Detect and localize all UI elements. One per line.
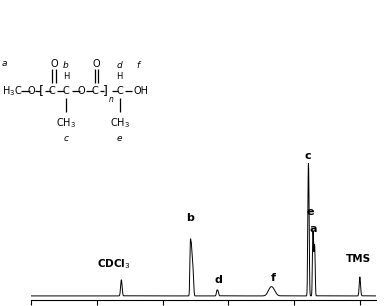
Text: ]: ] [103, 84, 108, 97]
Text: [: [ [39, 84, 44, 97]
Text: e: e [307, 207, 314, 217]
Text: H: H [116, 73, 123, 81]
Text: TMS: TMS [346, 254, 371, 264]
Text: H: H [63, 73, 69, 81]
Text: a: a [2, 59, 7, 68]
Text: C: C [62, 86, 69, 96]
Text: O: O [93, 59, 100, 69]
Text: b: b [63, 61, 69, 70]
Text: CH$_3$: CH$_3$ [56, 117, 76, 130]
Text: n: n [109, 95, 114, 104]
Text: C: C [116, 86, 123, 96]
Text: C: C [49, 86, 56, 96]
Text: H$_3$C: H$_3$C [2, 84, 22, 98]
Text: c: c [64, 134, 68, 143]
Text: d: d [215, 275, 223, 285]
Text: O: O [78, 86, 85, 96]
Text: O: O [50, 59, 58, 69]
Text: f: f [270, 273, 275, 283]
Text: d: d [117, 61, 123, 70]
Text: C: C [92, 86, 98, 96]
Text: a: a [310, 224, 317, 234]
Text: f: f [136, 61, 140, 70]
Text: O: O [27, 86, 35, 96]
Text: e: e [117, 134, 123, 143]
Text: OH: OH [134, 86, 149, 96]
Text: c: c [305, 151, 311, 161]
Text: CDCl$_3$: CDCl$_3$ [97, 257, 130, 271]
Text: b: b [186, 213, 194, 223]
Text: CH$_3$: CH$_3$ [110, 117, 130, 130]
